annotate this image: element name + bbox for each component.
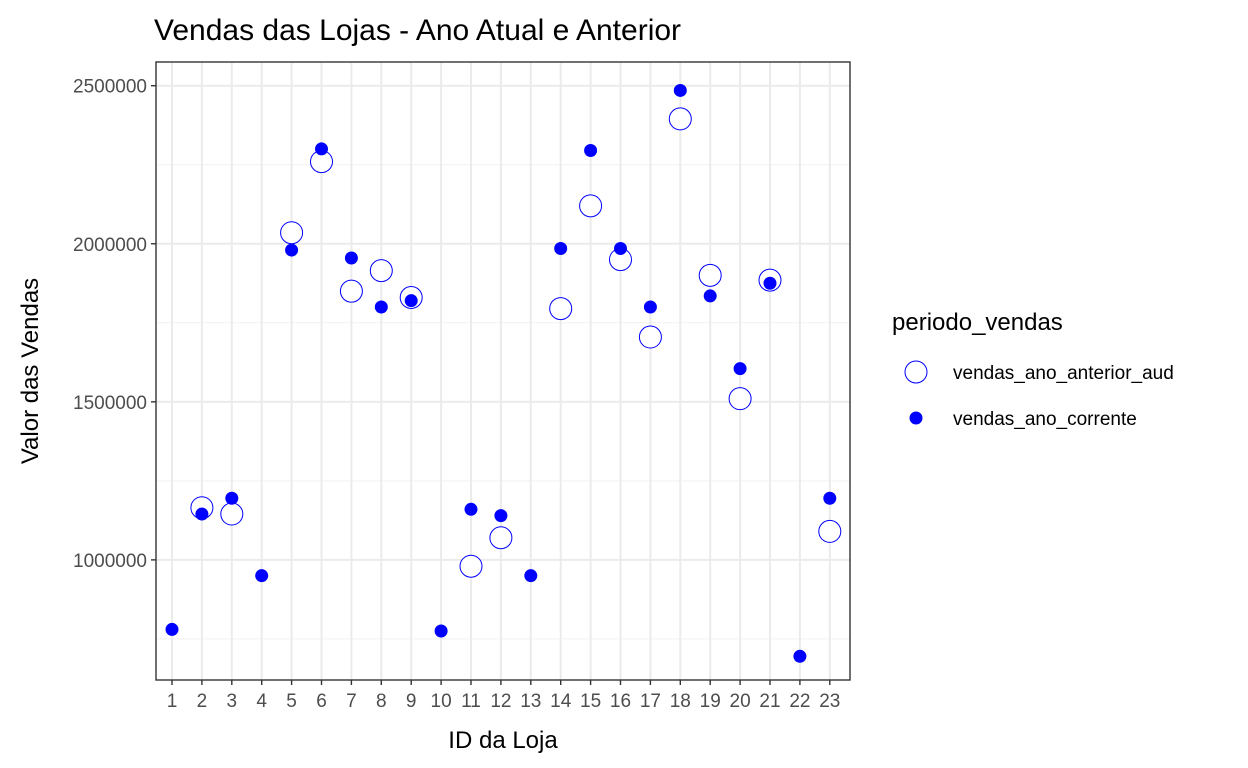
point-vendas_ano_anterior_aud — [220, 502, 244, 526]
point-vendas_ano_anterior_aud — [459, 554, 483, 578]
x-tick-label: 9 — [406, 691, 417, 712]
x-tick-label: 22 — [789, 691, 810, 712]
point-vendas_ano_corrente — [464, 502, 478, 516]
y-tick-label: 1000000 — [73, 551, 147, 572]
x-tick-label: 23 — [819, 691, 840, 712]
x-tick-label: 7 — [346, 691, 357, 712]
point-vendas_ano_corrente — [374, 300, 388, 314]
data-points — [165, 83, 842, 663]
x-tick-label: 14 — [550, 691, 572, 712]
x-tick-label: 8 — [376, 691, 387, 712]
point-vendas_ano_anterior_aud — [489, 526, 513, 550]
x-tick-label: 15 — [580, 691, 601, 712]
point-vendas_ano_corrente — [434, 624, 448, 638]
point-vendas_ano_anterior_aud — [728, 387, 752, 411]
point-vendas_ano_corrente — [584, 144, 598, 158]
chart-title: Vendas das Lojas - Ano Atual e Anterior — [154, 14, 681, 47]
x-tick-label: 18 — [670, 691, 691, 712]
point-vendas_ano_corrente — [404, 294, 418, 308]
point-vendas_ano_anterior_aud — [818, 519, 842, 543]
y-tick-label: 1500000 — [73, 393, 147, 414]
point-vendas_ano_corrente — [673, 83, 687, 97]
x-tick-label: 4 — [256, 691, 267, 712]
legend-label: vendas_ano_anterior_aud — [953, 363, 1174, 384]
point-vendas_ano_corrente — [285, 243, 299, 257]
legend: periodo_vendas vendas_ano_anterior_audve… — [892, 309, 1174, 430]
point-vendas_ano_anterior_aud — [638, 325, 662, 349]
legend-key-vendas_ano_corrente — [909, 411, 923, 425]
x-tick-label: 6 — [316, 691, 327, 712]
series-vendas_ano_anterior_aud — [190, 107, 842, 578]
point-vendas_ano_corrente — [344, 251, 358, 265]
point-vendas_ano_corrente — [225, 491, 239, 505]
x-tick-label: 20 — [730, 691, 751, 712]
x-tick-label: 16 — [610, 691, 631, 712]
point-vendas_ano_corrente — [823, 491, 837, 505]
point-vendas_ano_corrente — [315, 142, 328, 156]
y-tick-label: 2500000 — [73, 77, 147, 98]
point-vendas_ano_corrente — [494, 509, 508, 523]
point-vendas_ano_corrente — [733, 362, 747, 376]
point-vendas_ano_corrente — [195, 507, 209, 521]
x-axis-title: ID da Loja — [448, 727, 558, 754]
grid — [156, 62, 850, 680]
point-vendas_ano_corrente — [165, 622, 179, 636]
x-tick-label: 1 — [167, 691, 178, 712]
x-tick-label: 13 — [520, 691, 541, 712]
x-tick-label: 21 — [759, 691, 780, 712]
x-tick-label: 19 — [700, 691, 721, 712]
x-tick-label: 12 — [490, 691, 511, 712]
x-tick-label: 11 — [461, 691, 481, 712]
point-vendas_ano_anterior_aud — [549, 297, 573, 321]
series-vendas_ano_corrente — [165, 83, 837, 663]
x-tick-label: 5 — [286, 691, 297, 712]
panel-border — [155, 61, 851, 681]
x-tick-label: 2 — [197, 691, 208, 712]
point-vendas_ano_anterior_aud — [698, 263, 722, 287]
point-vendas_ano_corrente — [554, 242, 568, 256]
point-vendas_ano_corrente — [763, 276, 777, 290]
x-tick-label: 10 — [431, 691, 452, 712]
point-vendas_ano_corrente — [703, 289, 717, 303]
point-vendas_ano_corrente — [643, 300, 657, 314]
point-vendas_ano_corrente — [255, 569, 269, 583]
point-vendas_ano_anterior_aud — [369, 259, 393, 283]
legend-title: periodo_vendas — [892, 309, 1063, 336]
y-tick-label: 2000000 — [73, 235, 147, 256]
point-vendas_ano_anterior_aud — [280, 221, 304, 245]
point-vendas_ano_corrente — [793, 649, 807, 663]
point-vendas_ano_anterior_aud — [579, 194, 603, 218]
x-tick-label: 17 — [640, 691, 661, 712]
legend-label: vendas_ano_corrente — [953, 409, 1137, 430]
point-vendas_ano_corrente — [614, 242, 627, 256]
legend-key-vendas_ano_anterior_aud — [904, 360, 928, 384]
point-vendas_ano_corrente — [524, 569, 538, 583]
x-tick-label: 3 — [227, 691, 238, 712]
y-axis-title: Valor das Vendas — [17, 278, 44, 464]
point-vendas_ano_anterior_aud — [339, 279, 363, 303]
point-vendas_ano_anterior_aud — [668, 107, 692, 131]
